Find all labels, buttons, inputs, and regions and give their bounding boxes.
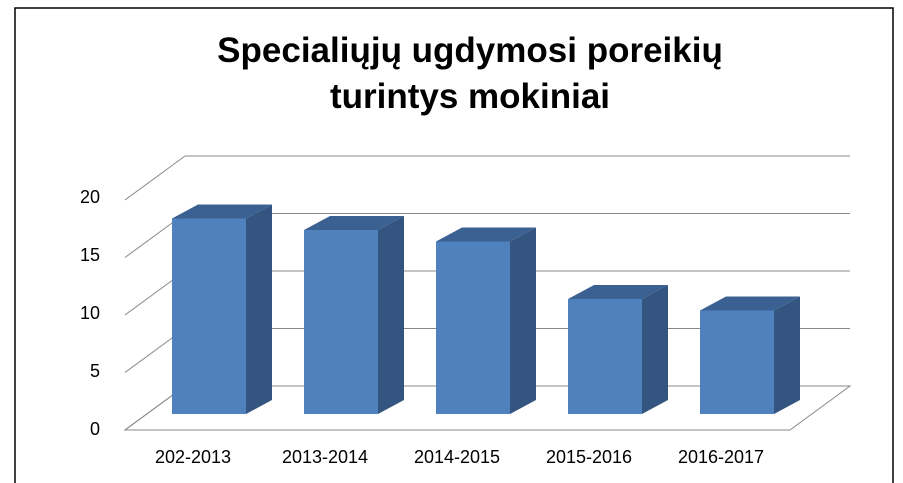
y-tick-label: 20 <box>80 187 100 207</box>
y-tick-label: 5 <box>90 361 100 381</box>
grid-line-side <box>124 155 186 201</box>
bar-top <box>436 227 536 242</box>
bar-top <box>172 204 272 219</box>
y-tick-label: 10 <box>80 303 100 323</box>
bar-side <box>774 296 800 414</box>
chart-title: Specialiųjų ugdymosi poreikių turintys m… <box>217 31 723 116</box>
bar <box>700 310 774 414</box>
frame <box>14 7 894 483</box>
bar <box>568 299 642 414</box>
bar <box>172 218 246 414</box>
bar-top <box>568 285 668 299</box>
bar-side <box>642 285 668 414</box>
x-tick-label: 202-2013 <box>155 447 231 467</box>
bar-top <box>700 296 800 311</box>
y-tick-label: 0 <box>90 419 100 439</box>
x-tick-label: 2013-2014 <box>282 447 368 467</box>
bar-side <box>246 204 272 414</box>
bar <box>436 241 510 414</box>
bar-side <box>378 216 404 414</box>
x-tick-label: 2016-2017 <box>678 447 764 467</box>
x-tick-label: 2015-2016 <box>546 447 632 467</box>
bar <box>304 230 378 414</box>
bar-top <box>304 216 404 230</box>
bar-side <box>510 227 536 414</box>
x-tick-label: 2014-2015 <box>414 447 500 467</box>
y-tick-label: 15 <box>80 245 100 265</box>
